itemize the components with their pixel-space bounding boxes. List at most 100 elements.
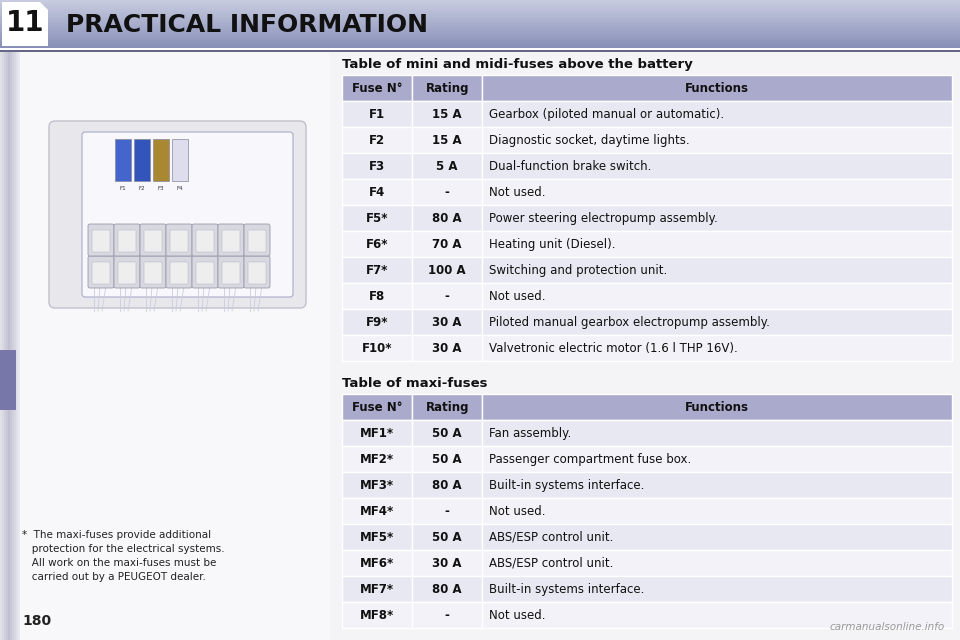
Bar [0, 38, 960, 39]
Bar [0, 52, 2, 640]
Bar [0, 52, 330, 640]
Bar [482, 205, 952, 231]
Text: F5*: F5* [366, 212, 389, 225]
FancyBboxPatch shape [218, 224, 244, 256]
FancyBboxPatch shape [196, 262, 214, 284]
Bar [342, 231, 412, 257]
Bar [482, 498, 952, 524]
Bar [0, 36, 960, 37]
Bar [172, 139, 188, 181]
Text: Dual-function brake switch.: Dual-function brake switch. [490, 159, 652, 173]
Bar [0, 28, 960, 29]
Text: carried out by a PEUGEOT dealer.: carried out by a PEUGEOT dealer. [22, 572, 205, 582]
FancyBboxPatch shape [192, 224, 218, 256]
Bar [0, 37, 960, 38]
Bar [482, 602, 952, 628]
Bar [412, 309, 482, 335]
FancyBboxPatch shape [196, 230, 214, 252]
Text: Rating: Rating [425, 401, 469, 413]
Bar [0, 29, 960, 30]
Text: MF8*: MF8* [360, 609, 395, 621]
Bar [412, 394, 482, 420]
FancyBboxPatch shape [248, 262, 266, 284]
Bar [342, 420, 412, 446]
Text: 15 A: 15 A [432, 108, 462, 120]
FancyBboxPatch shape [118, 262, 136, 284]
Text: 30 A: 30 A [432, 557, 462, 570]
Text: F1: F1 [369, 108, 385, 120]
FancyBboxPatch shape [114, 256, 140, 288]
Bar [342, 498, 412, 524]
Bar [0, 18, 960, 19]
Text: 100 A: 100 A [428, 264, 466, 276]
Bar [0, 15, 960, 16]
FancyBboxPatch shape [170, 230, 188, 252]
Bar [412, 75, 482, 101]
FancyBboxPatch shape [140, 256, 166, 288]
Bar [482, 231, 952, 257]
FancyBboxPatch shape [88, 224, 114, 256]
Text: 15 A: 15 A [432, 134, 462, 147]
Text: F8: F8 [369, 289, 385, 303]
Bar [0, 43, 960, 44]
Text: F10*: F10* [362, 342, 393, 355]
Text: Fuse N°: Fuse N° [351, 81, 402, 95]
Text: F9*: F9* [366, 316, 389, 328]
Bar [342, 309, 412, 335]
Text: carmanualsonline.info: carmanualsonline.info [829, 622, 945, 632]
Text: Fuse N°: Fuse N° [351, 401, 402, 413]
Bar [18, 52, 20, 640]
Text: 50 A: 50 A [432, 531, 462, 544]
Bar [412, 498, 482, 524]
Bar [0, 24, 960, 25]
Bar [342, 394, 412, 420]
Text: ABS/ESP control unit.: ABS/ESP control unit. [490, 531, 613, 544]
Bar [482, 446, 952, 472]
Bar [0, 26, 960, 27]
Text: Gearbox (piloted manual or automatic).: Gearbox (piloted manual or automatic). [490, 108, 725, 120]
Bar [0, 50, 960, 52]
Bar [482, 420, 952, 446]
Text: F4: F4 [369, 186, 385, 198]
Bar [0, 47, 960, 48]
Text: 11: 11 [6, 9, 44, 37]
Bar [412, 205, 482, 231]
Bar [342, 283, 412, 309]
Text: F3: F3 [369, 159, 385, 173]
Bar [342, 101, 412, 127]
FancyBboxPatch shape [222, 230, 240, 252]
Bar [342, 179, 412, 205]
Text: Table of mini and midi-fuses above the battery: Table of mini and midi-fuses above the b… [342, 58, 693, 71]
Text: Not used.: Not used. [490, 609, 546, 621]
Text: Heating unit (Diesel).: Heating unit (Diesel). [490, 237, 615, 251]
Text: Fan assembly.: Fan assembly. [490, 427, 571, 440]
Bar [0, 5, 960, 6]
Bar [482, 179, 952, 205]
Bar [342, 205, 412, 231]
Text: 70 A: 70 A [432, 237, 462, 251]
Bar [412, 602, 482, 628]
FancyBboxPatch shape [166, 256, 192, 288]
Bar [412, 576, 482, 602]
Text: Not used.: Not used. [490, 186, 546, 198]
Bar [0, 22, 960, 23]
Bar [0, 7, 960, 8]
Bar [10, 52, 12, 640]
Bar [0, 33, 960, 34]
FancyBboxPatch shape [218, 256, 244, 288]
Text: *  The maxi-fuses provide additional: * The maxi-fuses provide additional [22, 530, 211, 540]
FancyBboxPatch shape [144, 230, 162, 252]
Bar [342, 524, 412, 550]
Bar [412, 283, 482, 309]
Bar [153, 139, 169, 181]
Bar [482, 394, 952, 420]
Bar [0, 27, 960, 28]
FancyBboxPatch shape [244, 256, 270, 288]
Text: 30 A: 30 A [432, 316, 462, 328]
FancyBboxPatch shape [222, 262, 240, 284]
Text: F4: F4 [177, 186, 183, 191]
Bar [0, 11, 960, 12]
Text: Not used.: Not used. [490, 289, 546, 303]
Bar [0, 12, 960, 13]
Bar [0, 19, 960, 20]
